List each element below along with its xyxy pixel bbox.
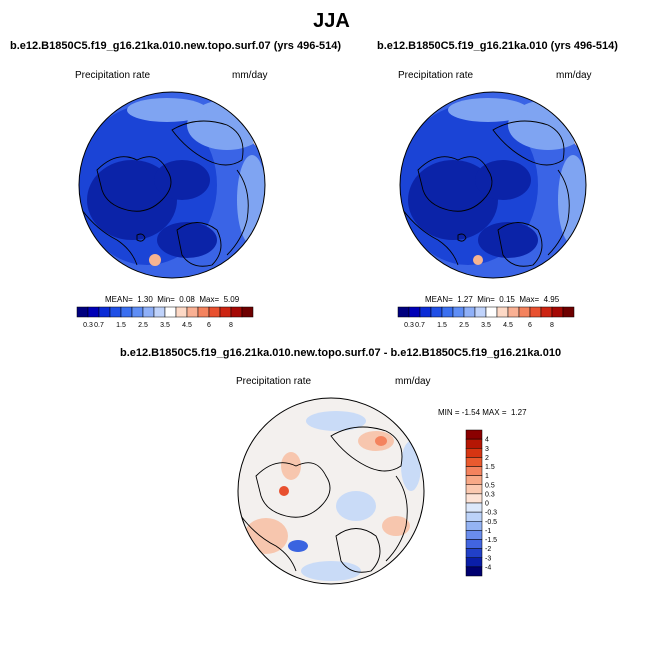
diff-units: mm/day: [395, 376, 431, 387]
panel2-colorbar-swatch: [463, 306, 476, 318]
panel1-case-title: b.e12.B1850C5.f19_g16.21ka.010.new.topo.…: [10, 40, 341, 52]
panel1-colorbar-swatch: [153, 306, 166, 318]
panel1-colorbar-tick-label: 8: [229, 322, 233, 329]
diff-colorbar-swatch: [465, 566, 483, 577]
panel1-colorbar-swatch: [219, 306, 232, 318]
panel1-colorbar-swatch: [76, 306, 89, 318]
panel2-colorbar-tick-label: 6: [528, 322, 532, 329]
diff-colorbar-tick-label: -0.5: [485, 519, 497, 526]
diff-colorbar-swatch: [465, 521, 483, 531]
diff-colorbar-swatch: [465, 530, 483, 540]
panel2-colorbar-swatch: [496, 306, 509, 318]
panel2-colorbar-tick-label: 1.5: [437, 322, 447, 329]
panel1-colorbar-swatch: [197, 306, 210, 318]
diff-colorbar-tick-label: 0.3: [485, 491, 495, 498]
diff-colorbar-swatch: [465, 502, 483, 513]
panel2-colorbar-swatch: [441, 306, 454, 318]
panel1-colorbar-swatch: [142, 306, 155, 318]
panel1-colorbar-tick-label: 0.3: [83, 322, 93, 329]
panel1-colorbar-swatch: [241, 306, 254, 318]
panel2-variable: Precipitation rate: [398, 70, 474, 81]
diff-colorbar-swatch: [465, 448, 483, 458]
panel1-colorbar-swatch: [208, 306, 221, 318]
diff-title: b.e12.B1850C5.f19_g16.21ka.010.new.topo.…: [120, 347, 562, 359]
diff-colorbar-swatch: [465, 493, 483, 504]
season-title: JJA: [313, 10, 350, 32]
diff-colorbar-tick-label: -1: [485, 528, 491, 535]
panel2-units: mm/day: [556, 70, 592, 81]
panel2-colorbar-tick-label: 0.7: [415, 322, 425, 329]
panel1-colorbar-tick-label: 0.7: [94, 322, 104, 329]
panel2-colorbar-swatch: [507, 306, 520, 318]
panel2-colorbar-swatch: [430, 306, 443, 318]
panel2-colorbar-swatch: [562, 306, 575, 318]
diff-colorbar-swatch: [465, 539, 483, 549]
panel1-variable: Precipitation rate: [75, 70, 151, 81]
diff-colorbar-tick-label: 0.5: [485, 482, 495, 489]
panel1-colorbar: 0.3 0.7 1.5 2.5 3.5 4.5 6 8: [76, 306, 254, 329]
diff-colorbar-tick-label: -1.5: [485, 537, 497, 544]
panel2-colorbar-swatch: [474, 306, 487, 318]
diff-colorbar-swatch: [465, 429, 483, 440]
diff-colorbar-tick-label: -0.3: [485, 510, 497, 517]
panel1-colorbar-swatch: [120, 306, 133, 318]
panel1-colorbar-swatch: [98, 306, 111, 318]
panel2-colorbar-tick-label: 8: [550, 322, 554, 329]
diff-colorbar-tick-label: 2: [485, 455, 489, 462]
panel1-colorbar-swatch: [230, 306, 243, 318]
panel2-colorbar-swatch: [540, 306, 553, 318]
panel1-colorbar-swatch: [109, 306, 122, 318]
diff-colorbar-tick-label: 0: [485, 501, 489, 508]
panel2-colorbar-swatch: [419, 306, 432, 318]
diff-variable: Precipitation rate: [236, 376, 312, 387]
panel2-colorbar-tick-label: 2.5: [459, 322, 469, 329]
panel1-colorbar-tick-label: 4.5: [182, 322, 192, 329]
panel2-colorbar-tick-label: 4.5: [503, 322, 513, 329]
panel1-colorbar-swatch: [175, 306, 188, 318]
panel1-colorbar-tick-label: 6: [207, 322, 211, 329]
panel2-colorbar-tick-label: 3.5: [481, 322, 491, 329]
panel2-colorbar-tick-label: 0.3: [404, 322, 414, 329]
panel2-case-title: b.e12.B1850C5.f19_g16.21ka.010 (yrs 496-…: [377, 40, 618, 52]
diff-colorbar-swatch: [465, 438, 483, 449]
panel2-colorbar: 0.3 0.7 1.5 2.5 3.5 4.5 6 8: [397, 306, 575, 329]
panel1-units: mm/day: [232, 70, 268, 81]
panel2-colorbar-swatch: [529, 306, 542, 318]
panel1-colorbar-swatch: [87, 306, 100, 318]
panel2-colorbar-swatch: [408, 306, 421, 318]
panel2-map: [399, 91, 587, 279]
panel1-stats: MEAN= 1.30 Min= 0.08 Max= 5.09: [105, 295, 240, 304]
panel1-map: [78, 91, 266, 279]
diff-colorbar-swatch: [465, 511, 483, 522]
diff-colorbar-swatch: [465, 466, 483, 476]
diff-colorbar-swatch: [465, 475, 483, 485]
diff-colorbar-tick-label: -3: [485, 555, 491, 562]
panel2-colorbar-swatch: [485, 306, 498, 318]
diff-map: [237, 397, 425, 585]
diff-colorbar-swatch: [465, 484, 483, 495]
diff-colorbar: 4 3 2 1.5 1 0.5 0.3 0 -0.3 -0.5 -1 -1.5 -2 -3 -4: [465, 429, 497, 577]
diff-colorbar-swatch: [465, 557, 483, 568]
panel2-colorbar-swatch: [518, 306, 531, 318]
diff-stats: MIN = -1.54 MAX = 1.27: [438, 408, 527, 417]
panel1-colorbar-tick-label: 1.5: [116, 322, 126, 329]
panel2-colorbar-swatch: [397, 306, 410, 318]
panel1-colorbar-swatch: [164, 306, 177, 318]
diff-colorbar-tick-label: 1.5: [485, 464, 495, 471]
panel2-colorbar-swatch: [551, 306, 564, 318]
panel1-colorbar-tick-label: 2.5: [138, 322, 148, 329]
panel1-colorbar-swatch: [131, 306, 144, 318]
panel2-colorbar-swatch: [452, 306, 465, 318]
diff-colorbar-swatch: [465, 548, 483, 558]
diff-colorbar-tick-label: -2: [485, 546, 491, 553]
diff-colorbar-tick-label: 1: [485, 473, 489, 480]
panel1-colorbar-swatch: [186, 306, 199, 318]
diff-colorbar-tick-label: -4: [485, 564, 491, 571]
panel2-stats: MEAN= 1.27 Min= 0.15 Max= 4.95: [425, 295, 560, 304]
diff-colorbar-tick-label: 4: [485, 437, 489, 444]
diff-colorbar-swatch: [465, 457, 483, 467]
panel1-colorbar-tick-label: 3.5: [160, 322, 170, 329]
diff-colorbar-tick-label: 3: [485, 446, 489, 453]
